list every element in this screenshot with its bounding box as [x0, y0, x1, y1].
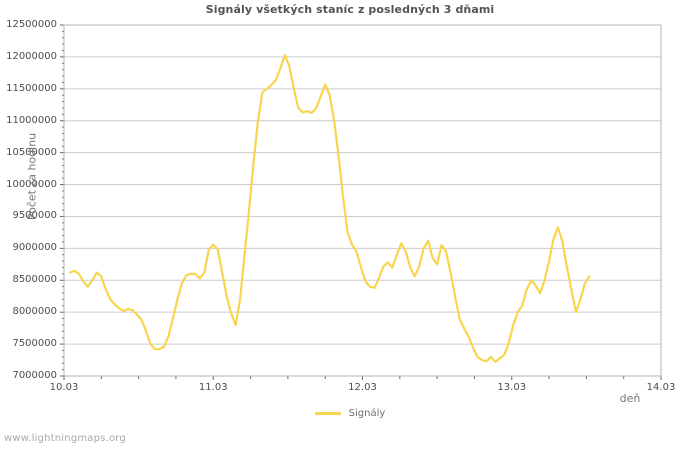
watermark-text: www.lightningmaps.org: [4, 433, 126, 444]
y-axis-tick-label: 11500000: [6, 82, 57, 94]
y-axis-tick-label: 9500000: [12, 210, 57, 222]
series-lines-group: [68, 53, 591, 364]
y-axis-tick-label: 7000000: [12, 370, 57, 381]
x-axis-label: deň: [619, 392, 641, 405]
y-axis-label: Počet za hodinu: [25, 132, 39, 221]
y-axis-tick-label: 10000000: [6, 178, 57, 190]
y-axis-tick-label: 12000000: [6, 50, 57, 62]
x-axis-tick-label: 12.03: [348, 382, 377, 393]
series-line: [68, 53, 542, 364]
y-axis-tick-label: 7500000: [12, 338, 57, 350]
axis-ticks-group: [60, 24, 662, 380]
legend-color-swatch: [314, 412, 341, 415]
x-axis-tick-label: 14.03: [646, 382, 676, 393]
y-axis-tick-label: 12500000: [6, 19, 57, 30]
plot-frame: [63, 24, 662, 377]
y-axis-tick-label: 8000000: [12, 306, 57, 318]
gridlines-group: [64, 56, 661, 345]
y-axis-tick-label: 8500000: [12, 274, 57, 286]
y-axis-tick-label: 10500000: [6, 146, 57, 158]
x-axis-tick-label: 13.03: [497, 382, 527, 393]
y-axis-tick-label: 11000000: [6, 114, 57, 126]
chart-title: Signály všetkých staníc z posledných 3 d…: [205, 3, 495, 16]
series-line-tail: [539, 226, 591, 314]
chart-legend: Signály: [0, 408, 700, 419]
y-axis-tick-label: 9000000: [12, 242, 57, 254]
legend-item-label: Signály: [348, 408, 386, 419]
x-axis-tick-label: 10.03: [49, 382, 79, 393]
x-axis-tick-label: 11.03: [198, 382, 228, 393]
